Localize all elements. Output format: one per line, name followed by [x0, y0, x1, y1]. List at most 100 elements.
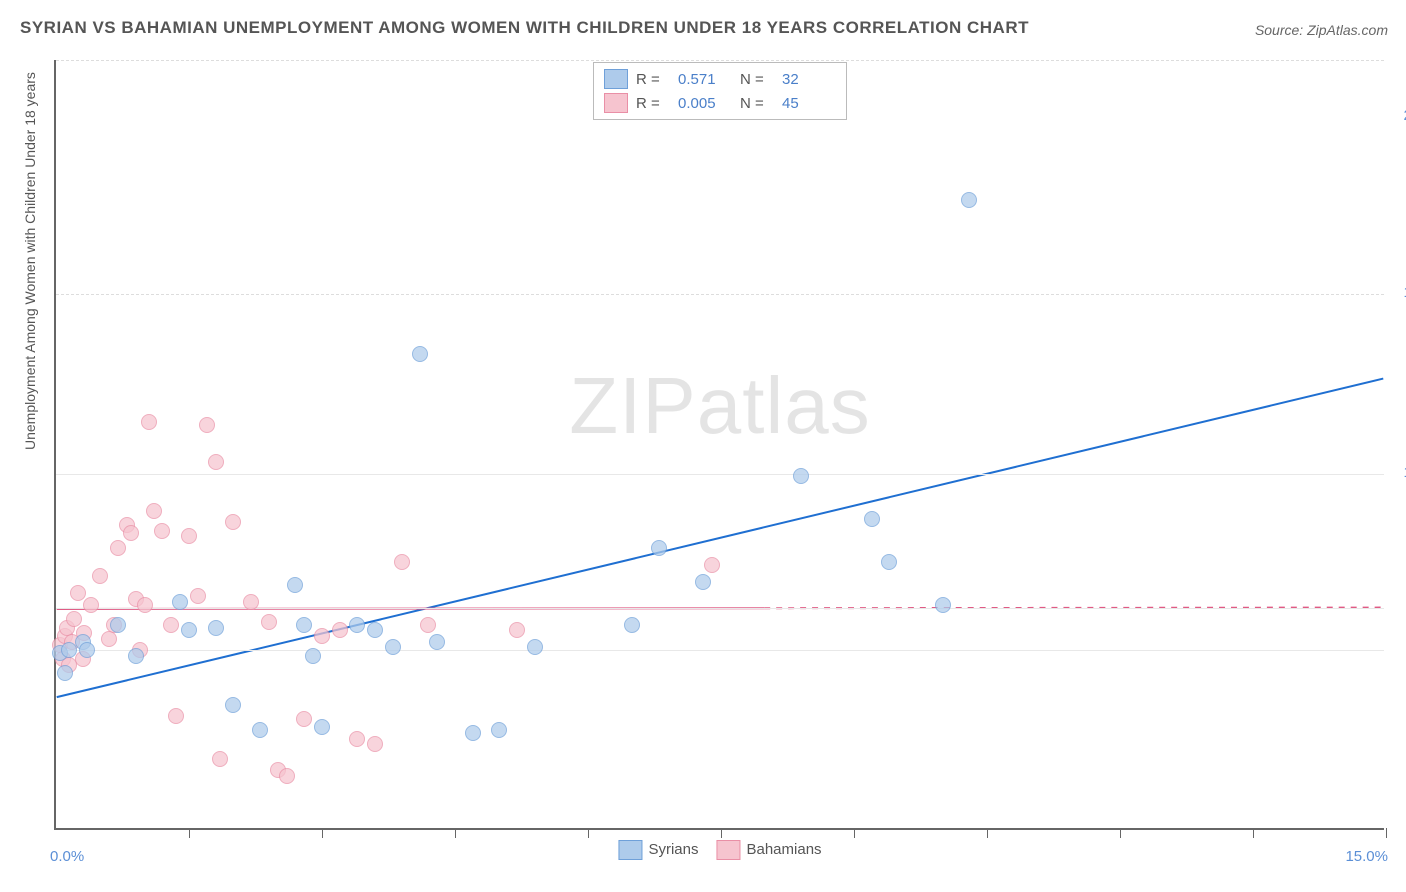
- data-point: [881, 554, 897, 570]
- series-legend: Syrians Bahamians: [618, 840, 821, 860]
- data-point: [225, 514, 241, 530]
- legend-row-syrians: R = 0.571 N = 32: [604, 67, 836, 91]
- x-tick: [189, 828, 190, 838]
- data-point: [252, 722, 268, 738]
- scatter-plot-area: ZIPatlas R = 0.571 N = 32 R = 0.005 N = …: [54, 60, 1384, 830]
- data-point: [83, 597, 99, 613]
- gridline: [56, 650, 1384, 651]
- data-point: [793, 468, 809, 484]
- legend-n-label: N =: [740, 71, 774, 88]
- data-point: [491, 722, 507, 738]
- watermark: ZIPatlas: [569, 360, 870, 452]
- data-point: [190, 588, 206, 604]
- data-point: [349, 617, 365, 633]
- legend-item-bahamians: Bahamians: [716, 840, 821, 860]
- x-tick: [1386, 828, 1387, 838]
- gridline: [56, 294, 1384, 295]
- legend-item-syrians: Syrians: [618, 840, 698, 860]
- legend-label-bahamians: Bahamians: [746, 841, 821, 858]
- data-point: [651, 540, 667, 556]
- data-point: [110, 617, 126, 633]
- y-axis-label: Unemployment Among Women with Children U…: [22, 72, 38, 450]
- data-point: [394, 554, 410, 570]
- correlation-legend: R = 0.571 N = 32 R = 0.005 N = 45: [593, 62, 847, 120]
- data-point: [208, 454, 224, 470]
- data-point: [212, 751, 228, 767]
- data-point: [92, 568, 108, 584]
- data-point: [314, 628, 330, 644]
- data-point: [429, 634, 445, 650]
- gridline: [56, 474, 1384, 475]
- data-point: [261, 614, 277, 630]
- x-tick: [322, 828, 323, 838]
- legend-r-label: R =: [636, 71, 670, 88]
- data-point: [367, 622, 383, 638]
- data-point: [314, 719, 330, 735]
- data-point: [141, 414, 157, 430]
- data-point: [199, 417, 215, 433]
- data-point: [66, 611, 82, 627]
- legend-r-value-bahamians: 0.005: [678, 95, 732, 112]
- swatch-syrians: [618, 840, 642, 860]
- legend-label-syrians: Syrians: [648, 841, 698, 858]
- source-attribution: Source: ZipAtlas.com: [1255, 22, 1388, 38]
- data-point: [208, 620, 224, 636]
- data-point: [385, 639, 401, 655]
- data-point: [225, 697, 241, 713]
- x-tick: [455, 828, 456, 838]
- data-point: [305, 648, 321, 664]
- x-axis-max-label: 15.0%: [1345, 848, 1388, 865]
- data-point: [287, 577, 303, 593]
- data-point: [864, 511, 880, 527]
- x-tick: [721, 828, 722, 838]
- legend-r-label: R =: [636, 95, 670, 112]
- data-point: [123, 525, 139, 541]
- data-point: [624, 617, 640, 633]
- data-point: [527, 639, 543, 655]
- data-point: [168, 708, 184, 724]
- data-point: [154, 523, 170, 539]
- data-point: [279, 768, 295, 784]
- x-tick: [1120, 828, 1121, 838]
- legend-r-value-syrians: 0.571: [678, 71, 732, 88]
- x-tick: [588, 828, 589, 838]
- data-point: [296, 617, 312, 633]
- data-point: [181, 528, 197, 544]
- x-tick: [987, 828, 988, 838]
- gridline: [56, 60, 1384, 61]
- trend-lines: [56, 60, 1384, 828]
- data-point: [172, 594, 188, 610]
- data-point: [961, 192, 977, 208]
- legend-row-bahamians: R = 0.005 N = 45: [604, 91, 836, 115]
- swatch-bahamians: [716, 840, 740, 860]
- data-point: [509, 622, 525, 638]
- data-point: [420, 617, 436, 633]
- legend-n-label: N =: [740, 95, 774, 112]
- data-point: [128, 648, 144, 664]
- data-point: [101, 631, 117, 647]
- data-point: [57, 665, 73, 681]
- data-point: [181, 622, 197, 638]
- data-point: [465, 725, 481, 741]
- data-point: [296, 711, 312, 727]
- data-point: [137, 597, 153, 613]
- legend-n-value-syrians: 32: [782, 71, 836, 88]
- data-point: [704, 557, 720, 573]
- data-point: [332, 622, 348, 638]
- legend-n-value-bahamians: 45: [782, 95, 836, 112]
- data-point: [695, 574, 711, 590]
- data-point: [163, 617, 179, 633]
- chart-title: SYRIAN VS BAHAMIAN UNEMPLOYMENT AMONG WO…: [20, 18, 1029, 38]
- x-tick: [1253, 828, 1254, 838]
- data-point: [70, 585, 86, 601]
- data-point: [79, 642, 95, 658]
- data-point: [243, 594, 259, 610]
- data-point: [935, 597, 951, 613]
- x-tick: [854, 828, 855, 838]
- data-point: [412, 346, 428, 362]
- x-axis-min-label: 0.0%: [50, 848, 84, 865]
- data-point: [146, 503, 162, 519]
- data-point: [367, 736, 383, 752]
- data-point: [110, 540, 126, 556]
- data-point: [349, 731, 365, 747]
